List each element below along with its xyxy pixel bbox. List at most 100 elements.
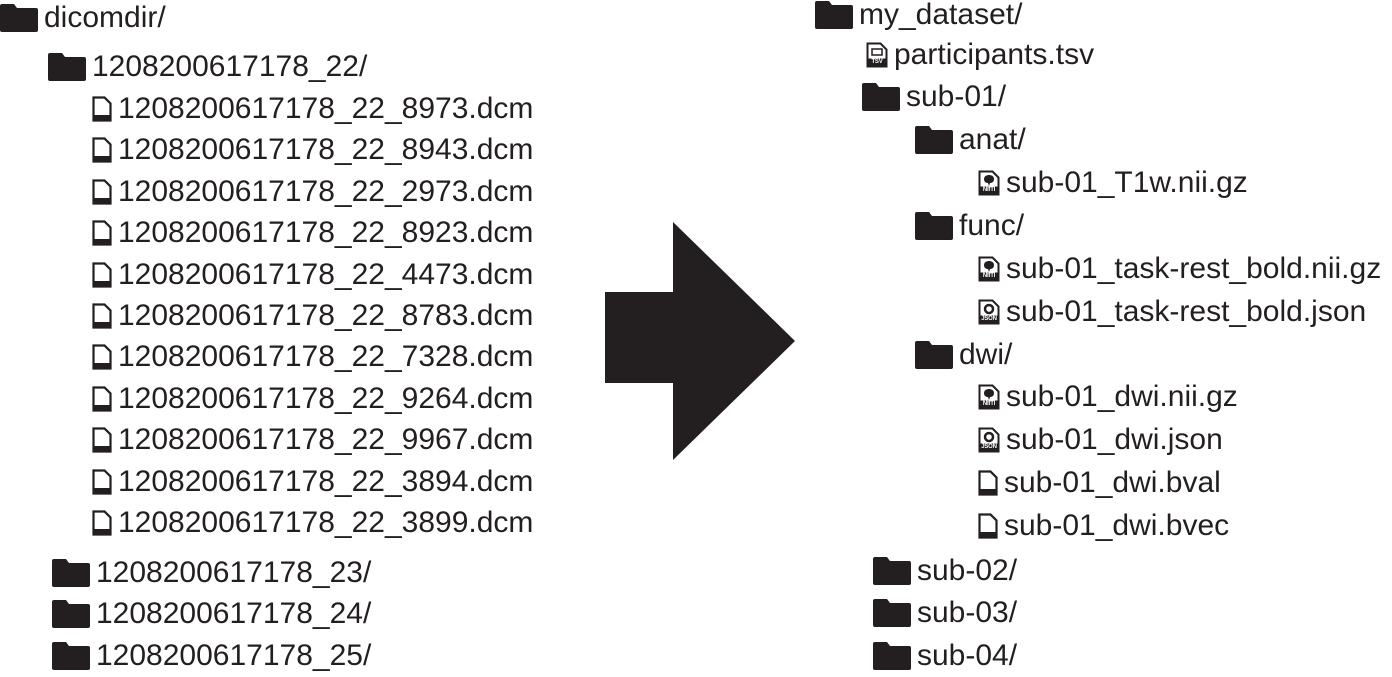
folder-icon (915, 341, 953, 369)
item-label: 1208200617178_22/ (92, 50, 368, 83)
file-item: 1208200617178_22_8783.dcm (92, 298, 533, 334)
item-label: sub-01_dwi.bval (1004, 466, 1221, 499)
file-icon (92, 386, 112, 412)
file-type-badge: TSV (871, 59, 883, 65)
item-label: sub-01_T1w.nii.gz (1006, 166, 1248, 199)
folder-icon (48, 53, 86, 81)
item-label: 1208200617178_22_8783.dcm (118, 299, 534, 332)
folder-icon (0, 4, 38, 32)
file-icon (92, 137, 112, 163)
item-label: 1208200617178_22_9264.dcm (118, 382, 534, 415)
item-label: sub-01_dwi.json (1006, 423, 1223, 456)
folder-item: func/ (915, 208, 1024, 244)
file-item: NIfTI sub-01_dwi.nii.gz (978, 379, 1238, 415)
file-type-badge: JSON (981, 316, 997, 322)
item-label: sub-01_task-rest_bold.nii.gz (1006, 252, 1382, 285)
nifti-file-icon: NIfTI (978, 384, 1000, 410)
file-icon (92, 427, 112, 453)
file-item: 1208200617178_22_8973.dcm (92, 91, 533, 127)
file-item: 1208200617178_22_3899.dcm (92, 505, 533, 541)
folder-icon (915, 212, 953, 240)
nifti-file-icon: NIfTI (978, 256, 1000, 282)
folder-item: dicomdir/ (0, 0, 166, 36)
item-label: 1208200617178_24/ (96, 597, 372, 630)
file-icon (92, 220, 112, 246)
item-label: 1208200617178_23/ (96, 556, 372, 589)
file-item: NIfTI sub-01_task-rest_bold.nii.gz (978, 251, 1381, 287)
item-label: 1208200617178_22_9967.dcm (118, 423, 534, 456)
item-label: 1208200617178_22_8973.dcm (118, 92, 534, 125)
file-icon (92, 179, 112, 205)
file-item: 1208200617178_22_8923.dcm (92, 215, 533, 251)
file-item: JSON sub-01_dwi.json (978, 422, 1223, 458)
item-label: 1208200617178_22_3899.dcm (118, 506, 534, 539)
file-item: 1208200617178_22_8943.dcm (92, 132, 533, 168)
item-label: 1208200617178_22_2973.dcm (118, 175, 534, 208)
item-label: 1208200617178_22_7328.dcm (118, 340, 534, 373)
item-label: dicomdir/ (44, 1, 166, 34)
file-type-badge: NIfTI (982, 401, 996, 407)
item-label: sub-01_dwi.nii.gz (1006, 380, 1238, 413)
json-file-icon: JSON (978, 427, 1000, 453)
folder-item: 1208200617178_24/ (52, 596, 371, 632)
folder-item: 1208200617178_22/ (48, 49, 367, 85)
file-item: JSON sub-01_task-rest_bold.json (978, 294, 1366, 330)
item-label: anat/ (959, 123, 1026, 156)
folder-item: anat/ (915, 122, 1026, 158)
folder-icon (815, 1, 853, 29)
file-type-badge: NIfTI (982, 187, 996, 193)
folder-item: my_dataset/ (815, 0, 1022, 33)
item-label: 1208200617178_22_8943.dcm (118, 133, 534, 166)
json-file-icon: JSON (978, 299, 1000, 325)
item-label: my_dataset/ (859, 0, 1023, 31)
item-label: sub-04/ (917, 639, 1018, 672)
file-item: 1208200617178_22_9264.dcm (92, 381, 533, 417)
file-type-badge: NIfTI (982, 273, 996, 279)
folder-item: sub-02/ (873, 553, 1017, 589)
item-label: 1208200617178_22_4473.dcm (118, 258, 534, 291)
file-icon (92, 469, 112, 495)
file-item: 1208200617178_22_7328.dcm (92, 339, 533, 375)
folder-icon (873, 642, 911, 670)
item-label: sub-01/ (906, 80, 1007, 113)
file-icon (92, 510, 112, 536)
item-label: sub-03/ (917, 596, 1018, 629)
item-label: func/ (959, 209, 1025, 242)
item-label: sub-02/ (917, 554, 1018, 587)
item-label: 1208200617178_25/ (96, 639, 372, 672)
file-icon (92, 303, 112, 329)
folder-item: 1208200617178_23/ (52, 555, 371, 591)
file-icon (978, 513, 998, 539)
file-icon (92, 344, 112, 370)
folder-icon (52, 559, 90, 587)
item-label: 1208200617178_22_8923.dcm (118, 216, 534, 249)
folder-icon (915, 126, 953, 154)
file-icon (92, 96, 112, 122)
file-item: TSV participants.tsv (866, 37, 1094, 73)
folder-icon (873, 557, 911, 585)
folder-item: dwi/ (915, 337, 1012, 373)
file-item: 1208200617178_22_4473.dcm (92, 257, 533, 293)
nifti-file-icon: NIfTI (978, 170, 1000, 196)
file-type-badge: JSON (981, 444, 997, 450)
file-item: NIfTI sub-01_T1w.nii.gz (978, 165, 1248, 201)
item-label: sub-01_dwi.bvec (1004, 509, 1230, 542)
folder-icon (862, 83, 900, 111)
file-item: 1208200617178_22_9967.dcm (92, 422, 533, 458)
file-item: sub-01_dwi.bvec (978, 508, 1229, 544)
folder-item: sub-01/ (862, 79, 1006, 115)
folder-item: sub-04/ (873, 638, 1017, 674)
file-icon (92, 262, 112, 288)
folder-item: 1208200617178_25/ (52, 638, 371, 674)
tsv-file-icon: TSV (866, 42, 888, 68)
item-label: sub-01_task-rest_bold.json (1006, 295, 1367, 328)
item-label: participants.tsv (894, 38, 1095, 71)
item-label: 1208200617178_22_3894.dcm (118, 465, 534, 498)
folder-icon (52, 600, 90, 628)
folder-item: sub-03/ (873, 595, 1017, 631)
item-label: dwi/ (959, 338, 1013, 371)
folder-icon (873, 599, 911, 627)
file-item: sub-01_dwi.bval (978, 465, 1221, 501)
file-item: 1208200617178_22_2973.dcm (92, 174, 533, 210)
